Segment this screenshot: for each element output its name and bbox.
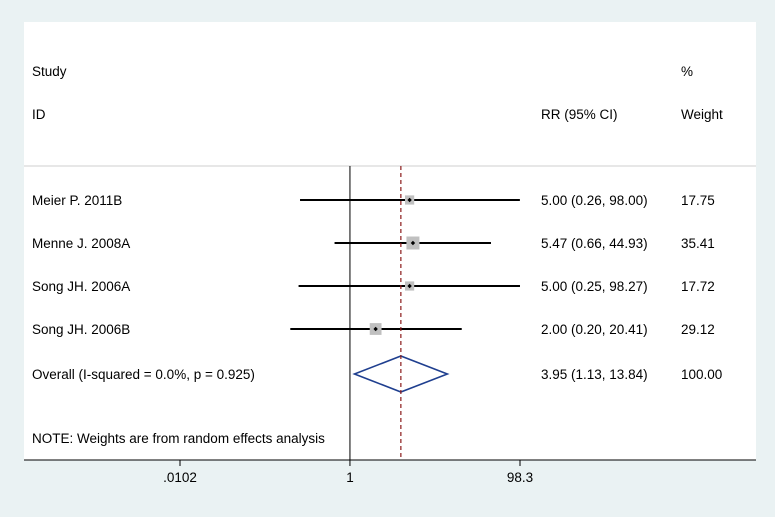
footnote: NOTE: Weights are from random effects an… xyxy=(32,431,325,446)
x-tick-label: 1 xyxy=(346,470,354,485)
weight-text: 17.72 xyxy=(681,279,715,294)
ci-text: 5.00 (0.26, 98.00) xyxy=(541,193,648,208)
weight-text: 35.41 xyxy=(681,236,715,251)
ci-text: 5.47 (0.66, 44.93) xyxy=(541,236,648,251)
header-study: Study xyxy=(32,64,67,79)
point-estimate xyxy=(407,283,412,289)
x-axis-ticks: .0102 1 98.3 xyxy=(163,460,533,485)
header-rr: RR (95% CI) xyxy=(541,107,618,122)
x-tick-label: 98.3 xyxy=(507,470,533,485)
ci-text: 5.00 (0.25, 98.27) xyxy=(541,279,648,294)
study-label: Meier P. 2011B xyxy=(32,193,122,208)
x-tick-label: .0102 xyxy=(163,470,197,485)
overall-weight-text: 100.00 xyxy=(681,367,722,382)
overall-diamond xyxy=(352,355,450,393)
point-estimate xyxy=(410,240,416,246)
overall-ci-text: 3.95 (1.13, 13.84) xyxy=(541,367,648,382)
study-label: Menne J. 2008A xyxy=(32,236,130,251)
overall-label: Overall (I-squared = 0.0%, p = 0.925) xyxy=(32,367,255,382)
header-weight: Weight xyxy=(681,107,723,122)
point-estimate xyxy=(407,197,412,203)
study-label: Song JH. 2006A xyxy=(32,279,130,294)
point-estimate xyxy=(373,326,378,332)
study-label: Song JH. 2006B xyxy=(32,322,130,337)
weight-text: 29.12 xyxy=(681,322,715,337)
weight-text: 17.75 xyxy=(681,193,715,208)
ci-text: 2.00 (0.20, 20.41) xyxy=(541,322,648,337)
study-rows: Meier P. 2011B 5.00 (0.26, 98.00) 17.75 Men… xyxy=(32,193,722,393)
header-weight-percent: % xyxy=(681,64,693,79)
header-id: ID xyxy=(32,107,46,122)
